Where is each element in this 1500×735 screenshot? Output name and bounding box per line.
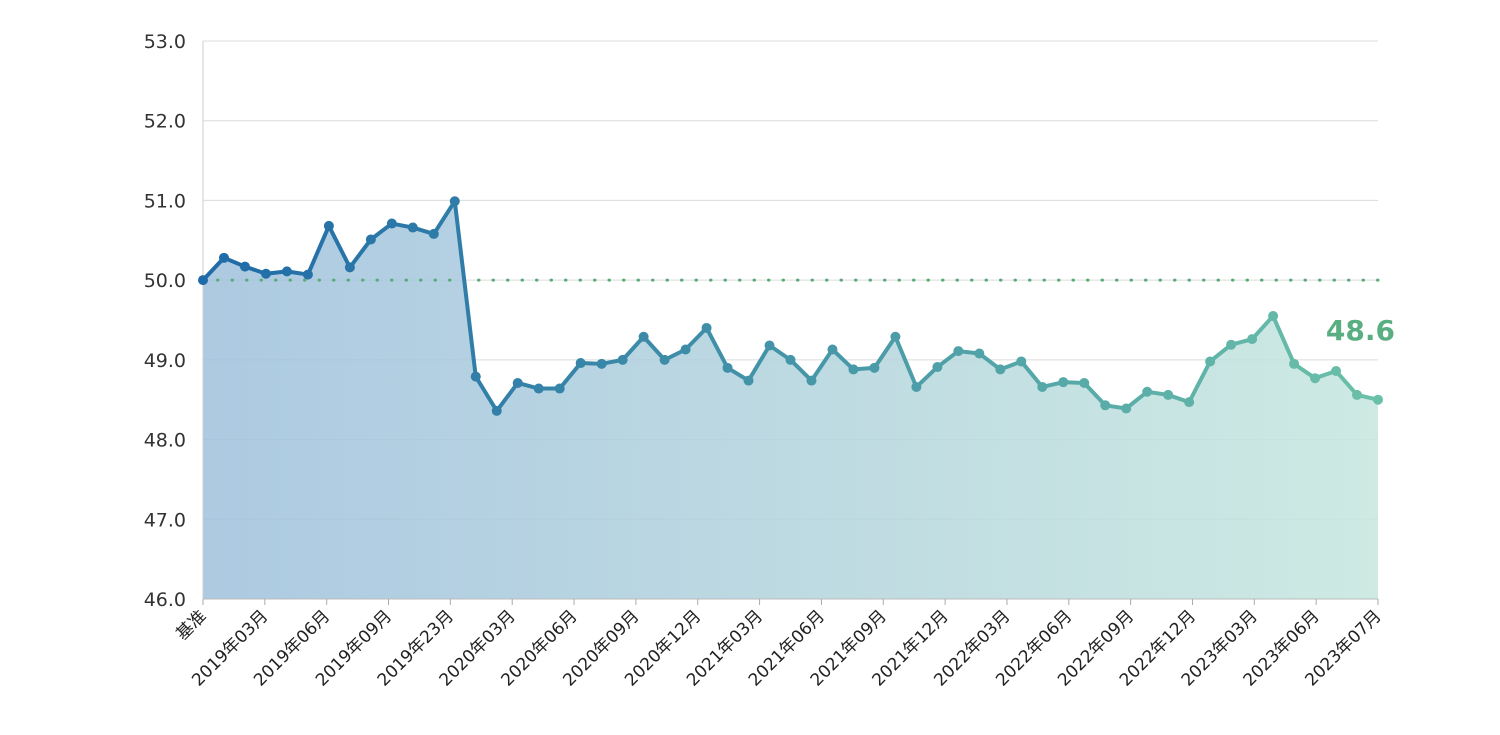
y-tick-label: 46.0 <box>144 589 186 611</box>
data-point <box>1226 339 1237 350</box>
data-point <box>1121 403 1132 414</box>
last-value-label: 48.6 <box>1326 314 1395 347</box>
y-tick-label: 47.0 <box>144 509 186 531</box>
data-point <box>722 362 733 373</box>
data-point <box>1037 381 1048 392</box>
data-point <box>1163 389 1174 400</box>
data-point <box>680 344 691 355</box>
data-point <box>701 322 712 333</box>
data-point <box>239 261 250 272</box>
y-tick-label: 51.0 <box>144 190 186 212</box>
data-point <box>1016 356 1027 367</box>
data-point <box>198 275 208 286</box>
y-tick-label: 48.0 <box>144 430 186 452</box>
data-point <box>785 354 796 365</box>
data-point <box>1352 389 1363 400</box>
data-point <box>827 344 838 355</box>
data-point <box>869 362 880 373</box>
data-point <box>470 371 481 382</box>
data-point <box>281 266 292 277</box>
data-point <box>554 383 565 394</box>
data-point <box>806 375 817 386</box>
data-point <box>365 234 376 245</box>
data-point <box>1247 334 1258 345</box>
data-point <box>911 381 922 392</box>
data-point <box>449 196 460 207</box>
data-point <box>743 375 754 386</box>
data-point <box>1310 373 1321 384</box>
data-point <box>1184 397 1195 408</box>
data-point <box>260 268 271 279</box>
data-point <box>1142 386 1153 397</box>
data-point <box>302 269 313 280</box>
data-point <box>974 348 985 359</box>
data-point <box>1100 400 1111 411</box>
data-point <box>1205 356 1216 367</box>
axes <box>202 41 1378 600</box>
data-point <box>890 331 901 342</box>
y-tick-label: 53.0 <box>144 31 186 53</box>
data-point <box>575 358 586 369</box>
x-tick-label: 基准 <box>172 606 210 644</box>
data-point <box>1289 358 1300 369</box>
data-point <box>659 354 670 365</box>
data-point <box>596 358 607 369</box>
data-point <box>617 354 628 365</box>
data-point <box>386 218 397 229</box>
x-axis-ticks: 基准2019年03月2019年06月2019年09月2019年23月2020年0… <box>172 599 1386 690</box>
data-point <box>533 383 544 394</box>
data-point <box>638 331 649 342</box>
data-point <box>323 220 334 231</box>
y-tick-label: 50.0 <box>144 270 186 292</box>
y-axis-ticks: 46.0 47.0 48.0 49.0 50.0 51.0 52.0 53.0 <box>144 31 186 611</box>
data-point <box>932 362 943 373</box>
data-point <box>1268 311 1279 322</box>
data-point <box>428 228 439 239</box>
data-point <box>953 346 964 357</box>
data-point <box>995 364 1006 375</box>
y-tick-label: 52.0 <box>144 111 186 133</box>
data-point <box>764 340 775 351</box>
data-point <box>848 364 859 375</box>
area-fill <box>203 201 1378 600</box>
data-point <box>407 222 418 233</box>
data-point <box>1058 377 1069 388</box>
data-point <box>344 262 355 273</box>
data-point <box>1373 394 1383 405</box>
y-tick-label: 49.0 <box>144 350 186 372</box>
data-point <box>491 405 502 416</box>
data-point <box>1079 377 1090 388</box>
data-point <box>218 252 229 263</box>
data-point <box>1331 366 1342 377</box>
data-point <box>512 377 523 388</box>
data-points <box>198 196 1383 416</box>
